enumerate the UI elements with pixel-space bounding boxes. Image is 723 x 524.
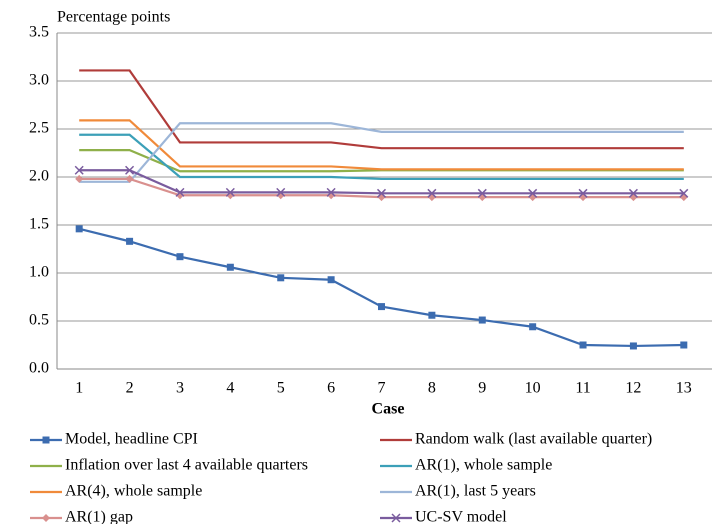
y-tick-label: 2.5	[29, 120, 49, 137]
legend-label: AR(4), whole sample	[65, 483, 202, 500]
marker	[75, 174, 84, 183]
y-tick-label: 1.5	[29, 216, 49, 233]
series-line	[79, 133, 684, 181]
marker	[125, 174, 134, 183]
x-tick-label: 9	[478, 380, 486, 397]
y-tick-label: 2.0	[29, 168, 49, 185]
marker	[327, 276, 335, 284]
marker	[529, 323, 537, 331]
x-tick-label: 11	[575, 380, 590, 397]
series-line	[79, 122, 684, 183]
marker	[376, 188, 387, 198]
marker	[175, 187, 185, 197]
y-axis-label: Percentage points	[57, 9, 170, 26]
marker	[75, 225, 83, 233]
x-tick-label: 13	[676, 380, 692, 397]
legend-label: Model, headline CPI	[65, 431, 198, 448]
series-line	[79, 169, 684, 195]
x-tick-label: 7	[378, 380, 386, 397]
marker	[578, 188, 588, 198]
y-tick-label: 3.5	[29, 24, 49, 41]
marker	[326, 187, 336, 197]
marker	[42, 436, 50, 444]
y-tick-label: 0.0	[29, 360, 49, 377]
series-line	[79, 69, 684, 150]
marker	[42, 514, 50, 522]
x-tick-label: 1	[75, 380, 83, 397]
x-tick-label: 4	[226, 380, 234, 397]
marker	[391, 513, 401, 523]
series-line	[78, 227, 684, 348]
y-tick-label: 1.0	[29, 264, 49, 281]
marker	[679, 188, 689, 198]
marker	[378, 303, 385, 311]
marker	[125, 165, 135, 175]
marker	[528, 188, 538, 198]
marker	[226, 263, 234, 271]
legend-label: Inflation over last 4 available quarters	[65, 457, 308, 474]
x-tick-label: 8	[428, 380, 436, 397]
marker	[126, 237, 134, 245]
legend-label: AR(1), whole sample	[415, 457, 552, 474]
marker	[176, 253, 184, 261]
legend-label: AR(1) gap	[65, 509, 133, 524]
marker	[427, 188, 437, 198]
x-tick-label: 10	[525, 380, 541, 397]
marker	[629, 342, 637, 350]
x-axis-label: Case	[372, 401, 405, 418]
marker	[477, 188, 487, 198]
marker	[628, 188, 638, 198]
x-tick-label: 2	[126, 380, 134, 397]
x-tick-label: 5	[277, 380, 285, 397]
marker	[276, 187, 286, 197]
series-line	[79, 119, 684, 171]
y-tick-label: 0.5	[29, 312, 49, 329]
legend-label: Random walk (last available quarter)	[415, 431, 652, 448]
legend-label: UC-SV model	[415, 509, 507, 524]
marker	[225, 187, 235, 197]
x-tick-label: 12	[625, 380, 641, 397]
marker	[579, 341, 587, 349]
marker	[428, 311, 436, 319]
marker	[680, 341, 688, 349]
x-tick-label: 6	[327, 380, 335, 397]
y-tick-label: 3.0	[29, 72, 49, 89]
marker	[478, 316, 486, 324]
marker	[74, 165, 84, 175]
marker	[277, 274, 285, 282]
x-tick-label: 3	[176, 380, 184, 397]
legend-label: AR(1), last 5 years	[415, 483, 536, 500]
